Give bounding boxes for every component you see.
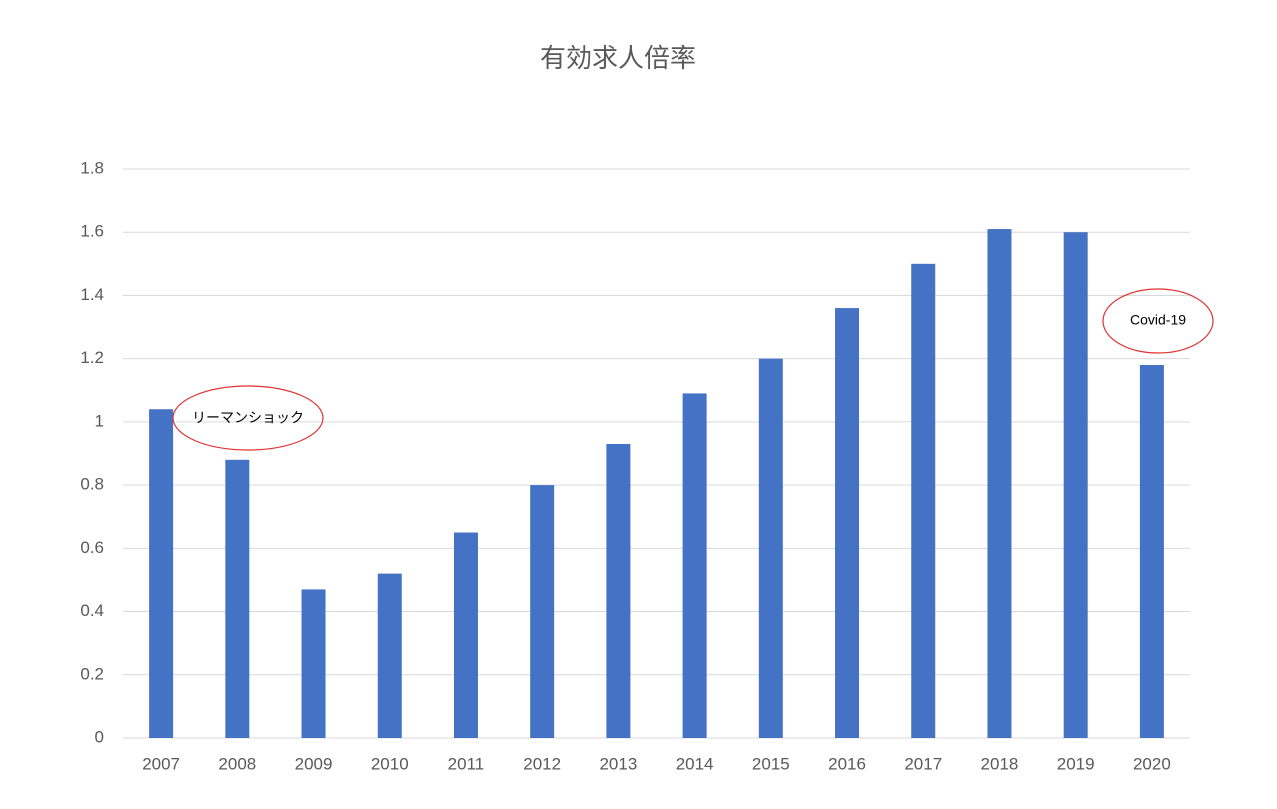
x-tick-label: 2019 [1057,754,1095,773]
bar [987,229,1012,739]
annotation-ellipse [172,385,324,451]
y-tick-label: 1 [95,411,104,430]
y-tick-label: 0.4 [80,601,104,620]
y-tick-label: 1.6 [80,222,104,241]
y-tick-label: 0 [95,727,104,746]
x-tick-label: 2007 [142,754,180,773]
x-tick-label: 2008 [218,754,256,773]
bar [377,573,402,738]
y-tick-label: 1.8 [80,158,104,177]
bar [606,444,631,738]
x-tick-label: 2013 [599,754,637,773]
x-tick-label: 2018 [981,754,1019,773]
x-tick-label: 2015 [752,754,790,773]
bar [225,459,250,738]
bar [1139,364,1164,738]
bar [1063,232,1088,738]
x-tick-label: 2016 [828,754,866,773]
chart-title: 有効求人倍率 [540,43,696,73]
bar [758,358,783,738]
plot-area: 0 0.2 0.4 0.6 0.8 1 1.2 1.4 1.6 1.8 2007 2008 2009 20… [80,158,1190,773]
annotation-ellipse [1102,288,1214,354]
bar [911,263,936,738]
y-tick-label: 1.4 [80,285,104,304]
x-tick-label: 2012 [523,754,561,773]
bar [835,308,860,738]
y-tick-label: 1.2 [80,348,104,367]
x-tick-label: 2009 [295,754,333,773]
annotation-text: Covid-19 [1130,312,1186,328]
x-tick-label: 2017 [904,754,942,773]
bar [530,485,555,738]
y-tick-label: 0.6 [80,538,104,557]
bar [682,393,707,738]
x-tick-label: 2014 [676,754,714,773]
y-tick-label: 0.8 [80,475,104,494]
x-tick-label: 2011 [448,754,485,773]
bar [453,532,478,738]
annotation-text: リーマンショック [192,410,304,426]
y-tick-label: 0.2 [80,664,104,683]
x-tick-label: 2010 [371,754,409,773]
bar [149,409,174,738]
annotations: リーマンショック Covid-19 [172,288,1214,451]
bar [301,589,326,738]
x-tick-label: 2020 [1133,754,1171,773]
